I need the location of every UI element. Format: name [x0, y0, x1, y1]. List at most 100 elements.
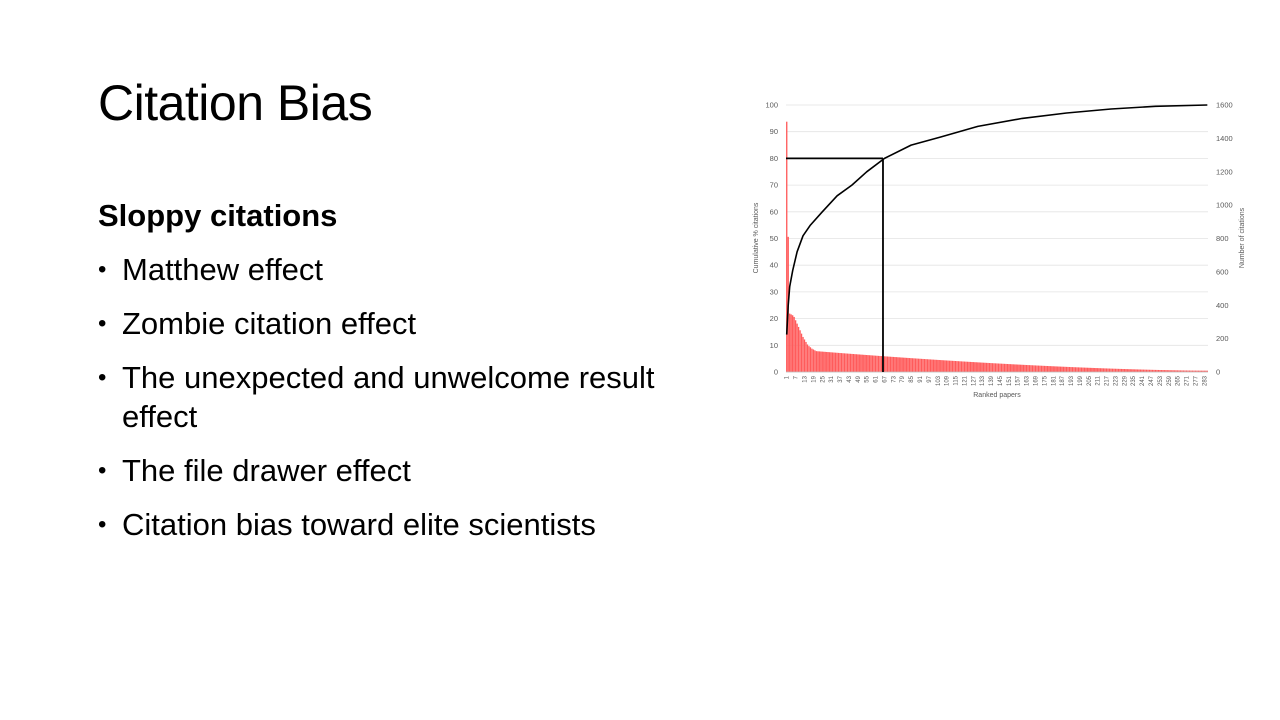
citation-bar [962, 361, 964, 372]
citation-bar [1021, 364, 1023, 372]
citation-bar [974, 362, 976, 372]
x-tick-label: 217 [1105, 375, 1111, 386]
x-tick-label: 7 [794, 375, 800, 379]
citation-bar [1110, 368, 1112, 372]
citation-bar [1203, 370, 1205, 372]
x-tick-label: 25 [820, 375, 826, 382]
citation-bar [843, 353, 846, 372]
citation-bar [1117, 368, 1120, 372]
x-tick-label: 61 [874, 375, 880, 382]
citation-bar [1175, 370, 1177, 372]
citation-bar [840, 353, 843, 372]
bullet-item: • The file drawer effect [98, 451, 738, 490]
citation-bar [789, 313, 791, 372]
citation-bar [954, 361, 957, 372]
citation-bar [901, 357, 903, 372]
citation-bar [1048, 366, 1050, 372]
x-tick-label: 223 [1113, 375, 1119, 386]
citation-bar [895, 357, 897, 372]
citation-bar [808, 346, 810, 372]
citation-bar [848, 353, 850, 372]
citation-bar [932, 359, 934, 372]
citation-bar [883, 356, 886, 372]
citation-bar [1043, 365, 1046, 372]
citation-bar [1194, 370, 1197, 372]
citation-bar [1012, 364, 1014, 372]
citation-bar [1060, 366, 1062, 372]
citation-bar [978, 362, 980, 372]
y-tick-label-right: 400 [1216, 301, 1229, 310]
citation-bar [1079, 367, 1081, 372]
citation-bar [981, 362, 983, 372]
citation-bar [802, 336, 804, 372]
citation-bar [1144, 369, 1146, 372]
citation-bar [817, 351, 819, 372]
x-tick-label: 283 [1202, 375, 1208, 386]
citation-bar [910, 358, 912, 372]
bullet-item: • The unexpected and unwelcome result eff… [98, 358, 738, 436]
citation-bar [820, 351, 822, 372]
citation-bar [1160, 370, 1163, 372]
citation-bar [1006, 363, 1009, 372]
citation-bar [916, 358, 918, 372]
citation-bar [1131, 369, 1133, 372]
citation-bar [1091, 367, 1093, 372]
citation-bar [1150, 369, 1152, 372]
citation-bar [1028, 365, 1031, 372]
citation-bar [960, 361, 963, 372]
citation-bar [1157, 369, 1160, 372]
citation-bar [855, 354, 857, 372]
citation-bar [824, 351, 826, 372]
x-tick-label: 205 [1087, 375, 1093, 386]
citation-bar [1083, 367, 1086, 372]
citation-bar [831, 352, 834, 372]
citation-bar [908, 358, 911, 372]
citation-bar [1108, 368, 1111, 372]
citation-bar [830, 352, 832, 372]
citation-bar [1113, 368, 1115, 372]
y-tick-label-left: 60 [770, 207, 778, 216]
citation-bar [857, 354, 859, 372]
citation-bar [1190, 370, 1192, 372]
citation-bar [1200, 370, 1203, 372]
citation-bar [1037, 365, 1040, 372]
citation-bar [994, 363, 997, 372]
citation-bar [1051, 366, 1053, 372]
citation-bar [870, 355, 872, 372]
x-tick-label: 97 [927, 375, 933, 382]
citation-bar [929, 359, 932, 372]
x-tick-label: 235 [1131, 375, 1137, 386]
citation-bar [1145, 369, 1148, 372]
citation-bar [898, 357, 900, 372]
x-tick-label: 19 [811, 375, 817, 382]
citation-bar [1132, 369, 1134, 372]
citation-bar [1061, 366, 1063, 372]
x-tick-label: 31 [829, 375, 835, 382]
x-tick-label: 157 [1016, 375, 1022, 386]
citation-bar [1000, 363, 1003, 372]
citation-bar [1134, 369, 1136, 372]
citation-bar [1064, 366, 1066, 372]
citation-bar [1151, 369, 1154, 372]
citation-bar [1002, 363, 1004, 372]
citation-bar [1068, 366, 1071, 372]
citation-bar [900, 357, 902, 372]
citation-bar [903, 357, 905, 372]
citation-bar [941, 360, 943, 372]
citation-bar [1182, 370, 1185, 372]
citation-bar [814, 350, 816, 372]
citation-bar [791, 315, 794, 372]
citation-bar [1105, 368, 1108, 372]
citation-bar [852, 354, 855, 372]
x-tick-label: 175 [1042, 375, 1048, 386]
citation-bar [818, 351, 820, 372]
citation-bar [1077, 367, 1080, 372]
citation-bar [919, 358, 921, 372]
bullet-dot-icon: • [98, 364, 107, 391]
citation-bar [842, 353, 844, 372]
citation-bar [1082, 367, 1084, 372]
citation-chart: 0 10 20 30 40 50 60 70 80 90 100 0 200 400 600 800 1000 1… [748, 92, 1258, 408]
citation-bar [969, 361, 972, 372]
citation-bar [947, 360, 949, 372]
bullet-item: • Citation bias toward elite scientists [98, 505, 738, 544]
